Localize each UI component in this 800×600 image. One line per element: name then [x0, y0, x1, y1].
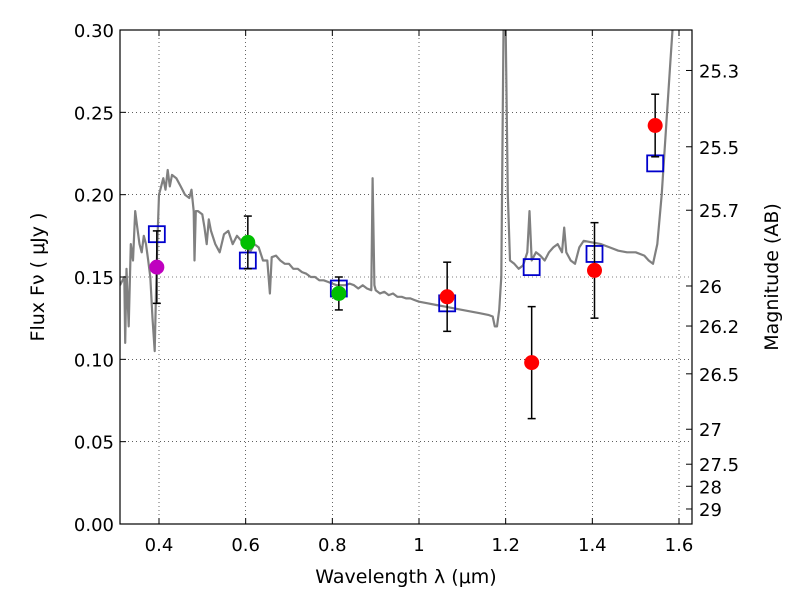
x-tick-label: 0.8 — [318, 535, 347, 556]
y2-tick-label: 26 — [699, 277, 722, 298]
observed-flux-point — [587, 262, 602, 278]
observed-flux-point — [240, 234, 256, 250]
y-axis-label: Flux Fν ( μJy ) — [27, 213, 49, 342]
axis-ticks: 0.4 0.6 0.8 1 1.2 1.4 1.6 0.00 0.05 0.10 0.15 0.20 0… — [74, 21, 739, 556]
plot-frame — [119, 29, 693, 525]
y-tick-label: 0.15 — [74, 268, 114, 289]
y2-tick-label: 26.2 — [699, 317, 739, 338]
y-tick-label: 0.25 — [74, 103, 114, 124]
y-tick-label: 0.20 — [74, 186, 114, 207]
y-tick-label: 0.00 — [74, 515, 114, 536]
y2-tick-label: 26.5 — [699, 365, 739, 386]
observed-flux-point — [331, 285, 347, 301]
observed-flux-point — [524, 355, 540, 371]
y2-tick-label: 28 — [699, 477, 722, 498]
model-photometry-square — [522, 258, 541, 277]
y2-tick-label: 27.5 — [699, 455, 739, 476]
y-tick-label: 0.10 — [74, 350, 114, 371]
y2-axis-label: Magnitude (AB) — [761, 203, 783, 351]
observed-flux-point — [439, 289, 455, 305]
x-tick-label: 1.4 — [578, 535, 607, 556]
model-photometry-square — [646, 154, 665, 173]
y2-tick-label: 25.3 — [699, 61, 739, 82]
sed-model-line — [120, 30, 674, 353]
y-tick-label: 0.05 — [74, 433, 114, 454]
grid — [120, 30, 692, 524]
x-tick-label: 1 — [413, 535, 424, 556]
x-tick-label: 1.6 — [665, 535, 694, 556]
data-markers — [147, 93, 665, 420]
x-tick-label: 1.2 — [491, 535, 520, 556]
observed-flux-point — [647, 118, 663, 134]
observed-flux-point — [149, 259, 165, 275]
y-tick-label: 0.30 — [74, 21, 114, 42]
x-axis-label: Wavelength λ (μm) — [315, 566, 496, 588]
y2-tick-label: 25.7 — [699, 201, 739, 222]
y2-tick-label: 25.5 — [699, 138, 739, 159]
x-tick-label: 0.4 — [145, 535, 174, 556]
plot-area — [120, 30, 674, 353]
x-tick-label: 0.6 — [231, 535, 260, 556]
y2-tick-label: 27 — [699, 420, 722, 441]
y2-tick-label: 29 — [699, 500, 722, 521]
